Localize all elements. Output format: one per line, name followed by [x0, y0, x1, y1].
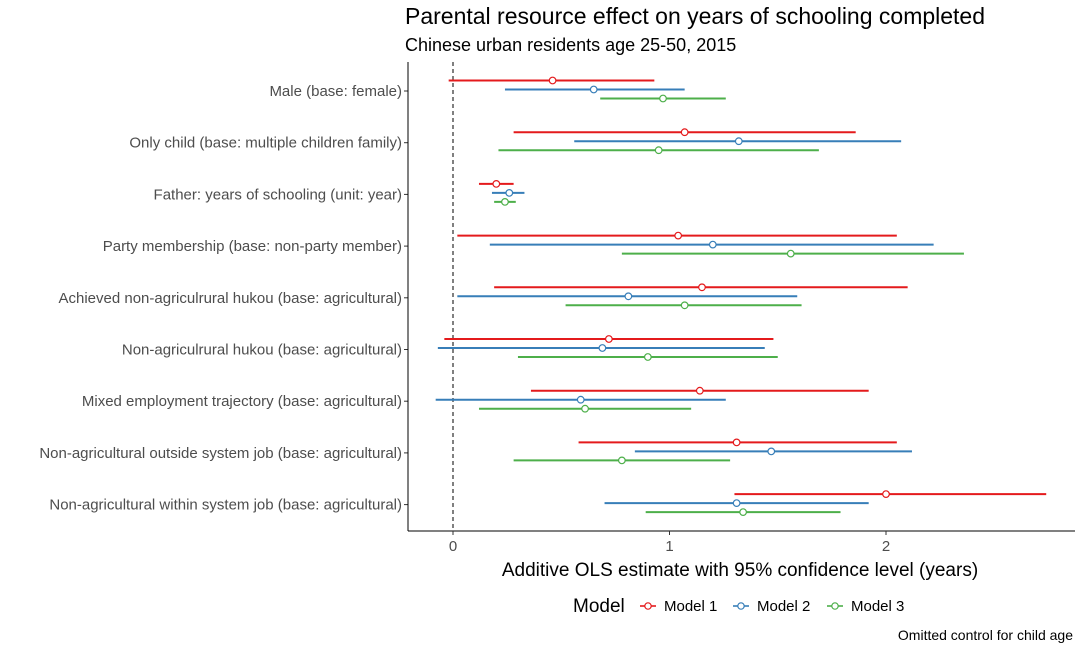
point-estimate: [604, 335, 613, 343]
legend-title: Model: [573, 596, 625, 617]
x-tick-label: 2: [882, 538, 890, 555]
series-1: [444, 76, 1047, 499]
point-estimate: [581, 404, 589, 413]
point-estimate: [643, 353, 652, 361]
point-estimate: [739, 508, 748, 516]
x-tick-label: 0: [449, 538, 457, 555]
point-estimate: [708, 240, 717, 249]
category-label: Only child (base: multiple children fami…: [129, 135, 402, 152]
category-label: Mixed employment trajectory (base: agric…: [82, 393, 402, 410]
point-estimate: [624, 292, 633, 301]
chart-title: Parental resource effect on years of sch…: [405, 3, 985, 29]
point-estimate: [598, 344, 607, 352]
y-axis-labels: Male (base: female) Only child (base: mul…: [39, 83, 408, 514]
point-estimate: [654, 146, 663, 155]
category-label: Non-agricultural within system job (base…: [49, 497, 402, 514]
point-estimate: [695, 386, 704, 395]
point-estimate: [767, 447, 776, 456]
point-estimate: [501, 197, 509, 206]
legend-label: Model 3: [851, 598, 904, 615]
category-label: Non-agriculrural hukou (base: agricultur…: [122, 342, 402, 359]
point-estimate: [734, 137, 743, 146]
series-3: [478, 94, 964, 516]
point-estimate: [882, 490, 890, 499]
point-estimate: [732, 438, 741, 447]
point-estimate: [548, 76, 557, 85]
chart-subtitle: Chinese urban residents age 25-50, 2015: [405, 35, 736, 55]
point-estimate: [732, 499, 741, 508]
legend-label: Model 2: [757, 598, 810, 615]
point-estimate: [492, 179, 501, 188]
category-label: Male (base: female): [269, 83, 402, 100]
plot-area: [407, 62, 1075, 532]
point-estimate: [505, 188, 514, 197]
category-label: Non-agricultural outside system job (bas…: [39, 445, 402, 462]
chart-caption: Omitted control for child age: [898, 627, 1073, 643]
category-label: Father: years of schooling (unit: year): [154, 186, 402, 203]
x-tick-label: 1: [665, 538, 673, 555]
series-2: [435, 85, 934, 508]
x-axis-title: Additive OLS estimate with 95% confidenc…: [502, 560, 978, 581]
point-estimate: [589, 85, 598, 94]
category-label: Party membership (base: non-party member…: [103, 238, 402, 255]
legend: Model Model 1 Model 2 Model 3: [573, 596, 904, 617]
point-estimate: [576, 395, 585, 404]
point-estimate: [680, 301, 689, 310]
legend-key-point: [644, 602, 652, 610]
category-label: Achieved non-agriculrural hukou (base: a…: [58, 290, 402, 307]
legend-label: Model 1: [664, 598, 717, 615]
point-estimate: [659, 94, 667, 103]
point-estimate: [674, 231, 683, 240]
point-estimate: [786, 249, 795, 258]
point-estimate: [617, 456, 626, 465]
legend-key-point: [831, 602, 839, 610]
point-estimate: [698, 283, 706, 292]
x-axis: 0 1 2: [449, 531, 890, 555]
point-estimate: [680, 128, 689, 137]
legend-key-point: [737, 602, 745, 610]
